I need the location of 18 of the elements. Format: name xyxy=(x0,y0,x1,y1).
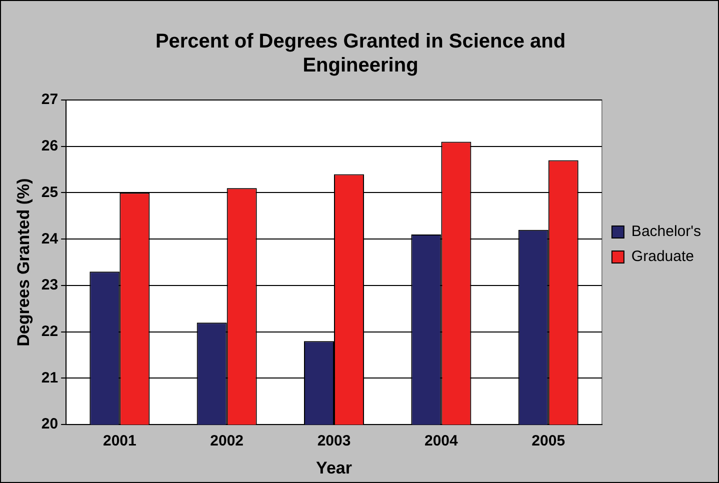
x-tick-label: 2003 xyxy=(317,432,351,450)
x-tick-label: 2005 xyxy=(532,432,566,450)
y-tick-label: 25 xyxy=(41,184,58,201)
y-tick-label: 27 xyxy=(41,91,58,108)
legend-label: Graduate xyxy=(631,248,694,266)
x-tick-label: 2001 xyxy=(102,432,136,450)
y-axis-title: Degrees Granted (%) xyxy=(14,178,33,346)
y-tick-label: 20 xyxy=(41,416,58,433)
y-tick-label: 26 xyxy=(41,138,58,155)
x-axis-title: Year xyxy=(316,458,352,478)
y-tick-label: 23 xyxy=(41,276,58,294)
y-tick-label: 24 xyxy=(41,230,59,248)
legend-label: Bachelor's xyxy=(631,223,702,240)
x-tick-label: 2002 xyxy=(210,432,244,450)
y-tick-label: 21 xyxy=(41,369,58,386)
chart-title: Percent of Degrees Granted in Science and Engineering xyxy=(155,30,566,77)
x-tick-label: 2004 xyxy=(424,432,459,450)
y-tick-label: 22 xyxy=(41,323,58,340)
